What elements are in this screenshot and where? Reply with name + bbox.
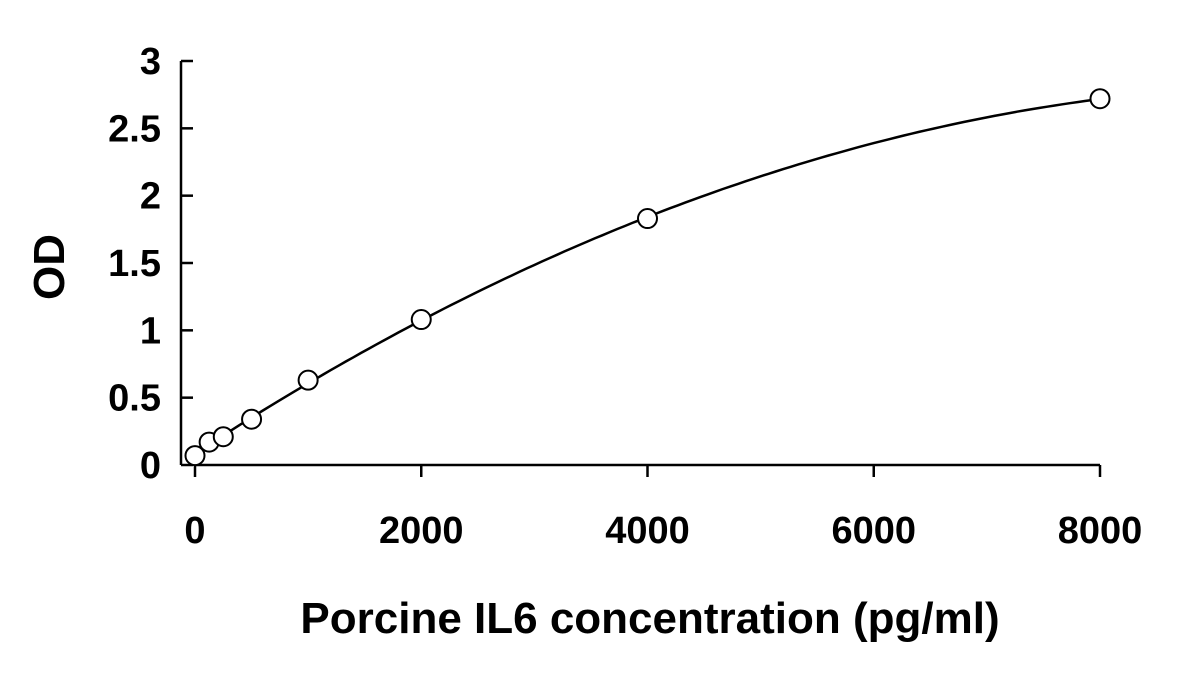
data-point — [297, 369, 319, 391]
x-tick-label: 4000 — [605, 510, 690, 552]
y-tick-label: 0.5 — [108, 378, 161, 420]
data-points-layer — [184, 88, 1111, 467]
y-tick-label: 1 — [140, 310, 161, 352]
y-tick-label: 2.5 — [108, 108, 161, 150]
data-point — [184, 445, 206, 467]
x-axis: 0 2000 4000 6000 8000 — [184, 463, 1143, 552]
y-tick-label: 2 — [140, 176, 161, 218]
x-tick-label: 0 — [184, 510, 205, 552]
data-point — [212, 426, 234, 448]
data-point — [410, 309, 432, 331]
fit-curve — [194, 97, 1101, 455]
y-axis: 0 0.5 1 1.5 2 2.5 3 — [108, 41, 193, 487]
data-point — [241, 408, 263, 430]
y-axis-title: OD — [25, 234, 74, 300]
x-tick-label: 6000 — [831, 510, 916, 552]
y-tick-label: 3 — [140, 41, 161, 83]
fit-curve-layer — [194, 97, 1101, 455]
x-tick-label: 2000 — [379, 510, 464, 552]
y-tick-label: 0 — [140, 445, 161, 487]
data-point — [637, 208, 658, 230]
y-tick-label: 1.5 — [108, 243, 161, 285]
data-point — [1089, 88, 1111, 110]
x-axis-title: Porcine IL6 concentration (pg/ml) — [300, 594, 999, 643]
x-tick-label: 8000 — [1058, 510, 1143, 552]
